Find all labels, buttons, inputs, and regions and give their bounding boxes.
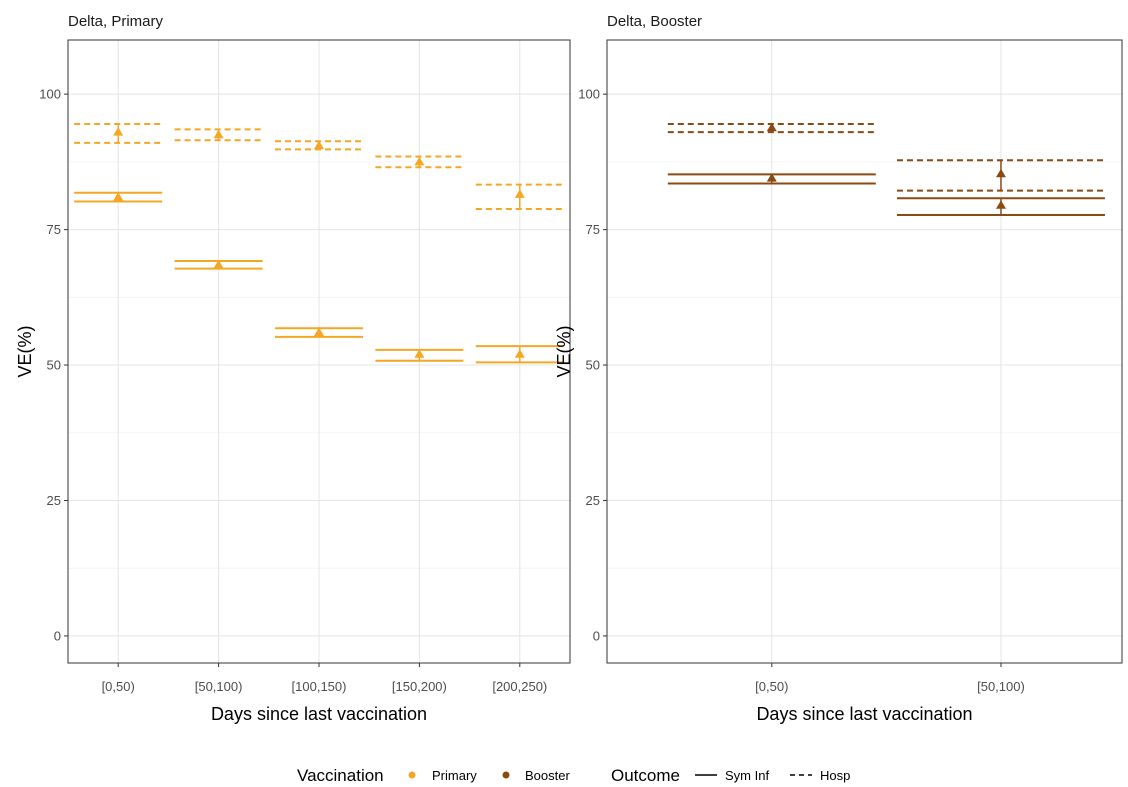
- legend-key-primary: [408, 771, 416, 779]
- y-tick-label: 25: [586, 493, 600, 508]
- data-point: [766, 173, 777, 182]
- y-tick-label: 100: [39, 87, 61, 102]
- x-axis-title: Days since last vaccination: [211, 704, 427, 724]
- legend-key-booster: [502, 771, 510, 779]
- data-point: [414, 156, 425, 166]
- x-axis-title: Days since last vaccination: [756, 704, 972, 724]
- legend-title-vaccination: Vaccination: [297, 766, 384, 785]
- data-point: [113, 127, 124, 136]
- y-tick-label: 75: [47, 222, 61, 237]
- y-tick-label: 50: [586, 358, 600, 373]
- y-tick-label: 50: [47, 358, 61, 373]
- x-tick-label: [0,50): [102, 679, 135, 694]
- panel-border: [606, 39, 1123, 664]
- x-tick-label: [200,250): [492, 679, 547, 694]
- data-point: [314, 140, 324, 150]
- y-tick-label: 0: [593, 628, 600, 643]
- data-point: [113, 192, 124, 201]
- panel-1: Delta, Booster 0 25 50 75 100 [0,50) [50,100) Da…: [554, 13, 1123, 724]
- panel-border: [67, 39, 571, 664]
- panel-title: Delta, Primary: [68, 13, 164, 30]
- x-tick-label: [50,100): [977, 679, 1025, 694]
- x-tick-label: [150,200): [392, 679, 447, 694]
- data-point: [414, 349, 425, 358]
- legend-label-booster: Booster: [525, 768, 570, 783]
- data-point: [766, 122, 777, 132]
- data-point: [213, 129, 224, 139]
- y-axis-title: VE(%): [15, 325, 35, 377]
- y-tick-label: 25: [47, 493, 61, 508]
- data-point: [314, 327, 324, 337]
- legend: Vaccination Primary Booster Outcome Sym Inf H…: [297, 766, 850, 785]
- x-tick-label: [0,50): [755, 679, 788, 694]
- data-point: [514, 349, 525, 358]
- legend-label-hosp: Hosp: [820, 768, 850, 783]
- x-tick-label: [50,100): [195, 679, 243, 694]
- x-tick-label: [100,150): [292, 679, 347, 694]
- panel-title: Delta, Booster: [607, 13, 702, 30]
- y-tick-label: 100: [578, 87, 600, 102]
- legend-title-outcome: Outcome: [611, 766, 680, 785]
- data-point: [213, 259, 224, 269]
- data-point: [514, 189, 525, 198]
- legend-label-primary: Primary: [432, 768, 477, 783]
- y-tick-label: 0: [54, 628, 61, 643]
- panel-0: Delta, Primary 0 25 50 75 100 [0,50) [50,100) [1…: [15, 13, 571, 724]
- legend-label-sym-inf: Sym Inf: [725, 768, 769, 783]
- data-point: [995, 168, 1006, 178]
- y-tick-label: 75: [586, 222, 600, 237]
- y-axis-title: VE(%): [554, 325, 574, 377]
- data-point: [995, 200, 1006, 209]
